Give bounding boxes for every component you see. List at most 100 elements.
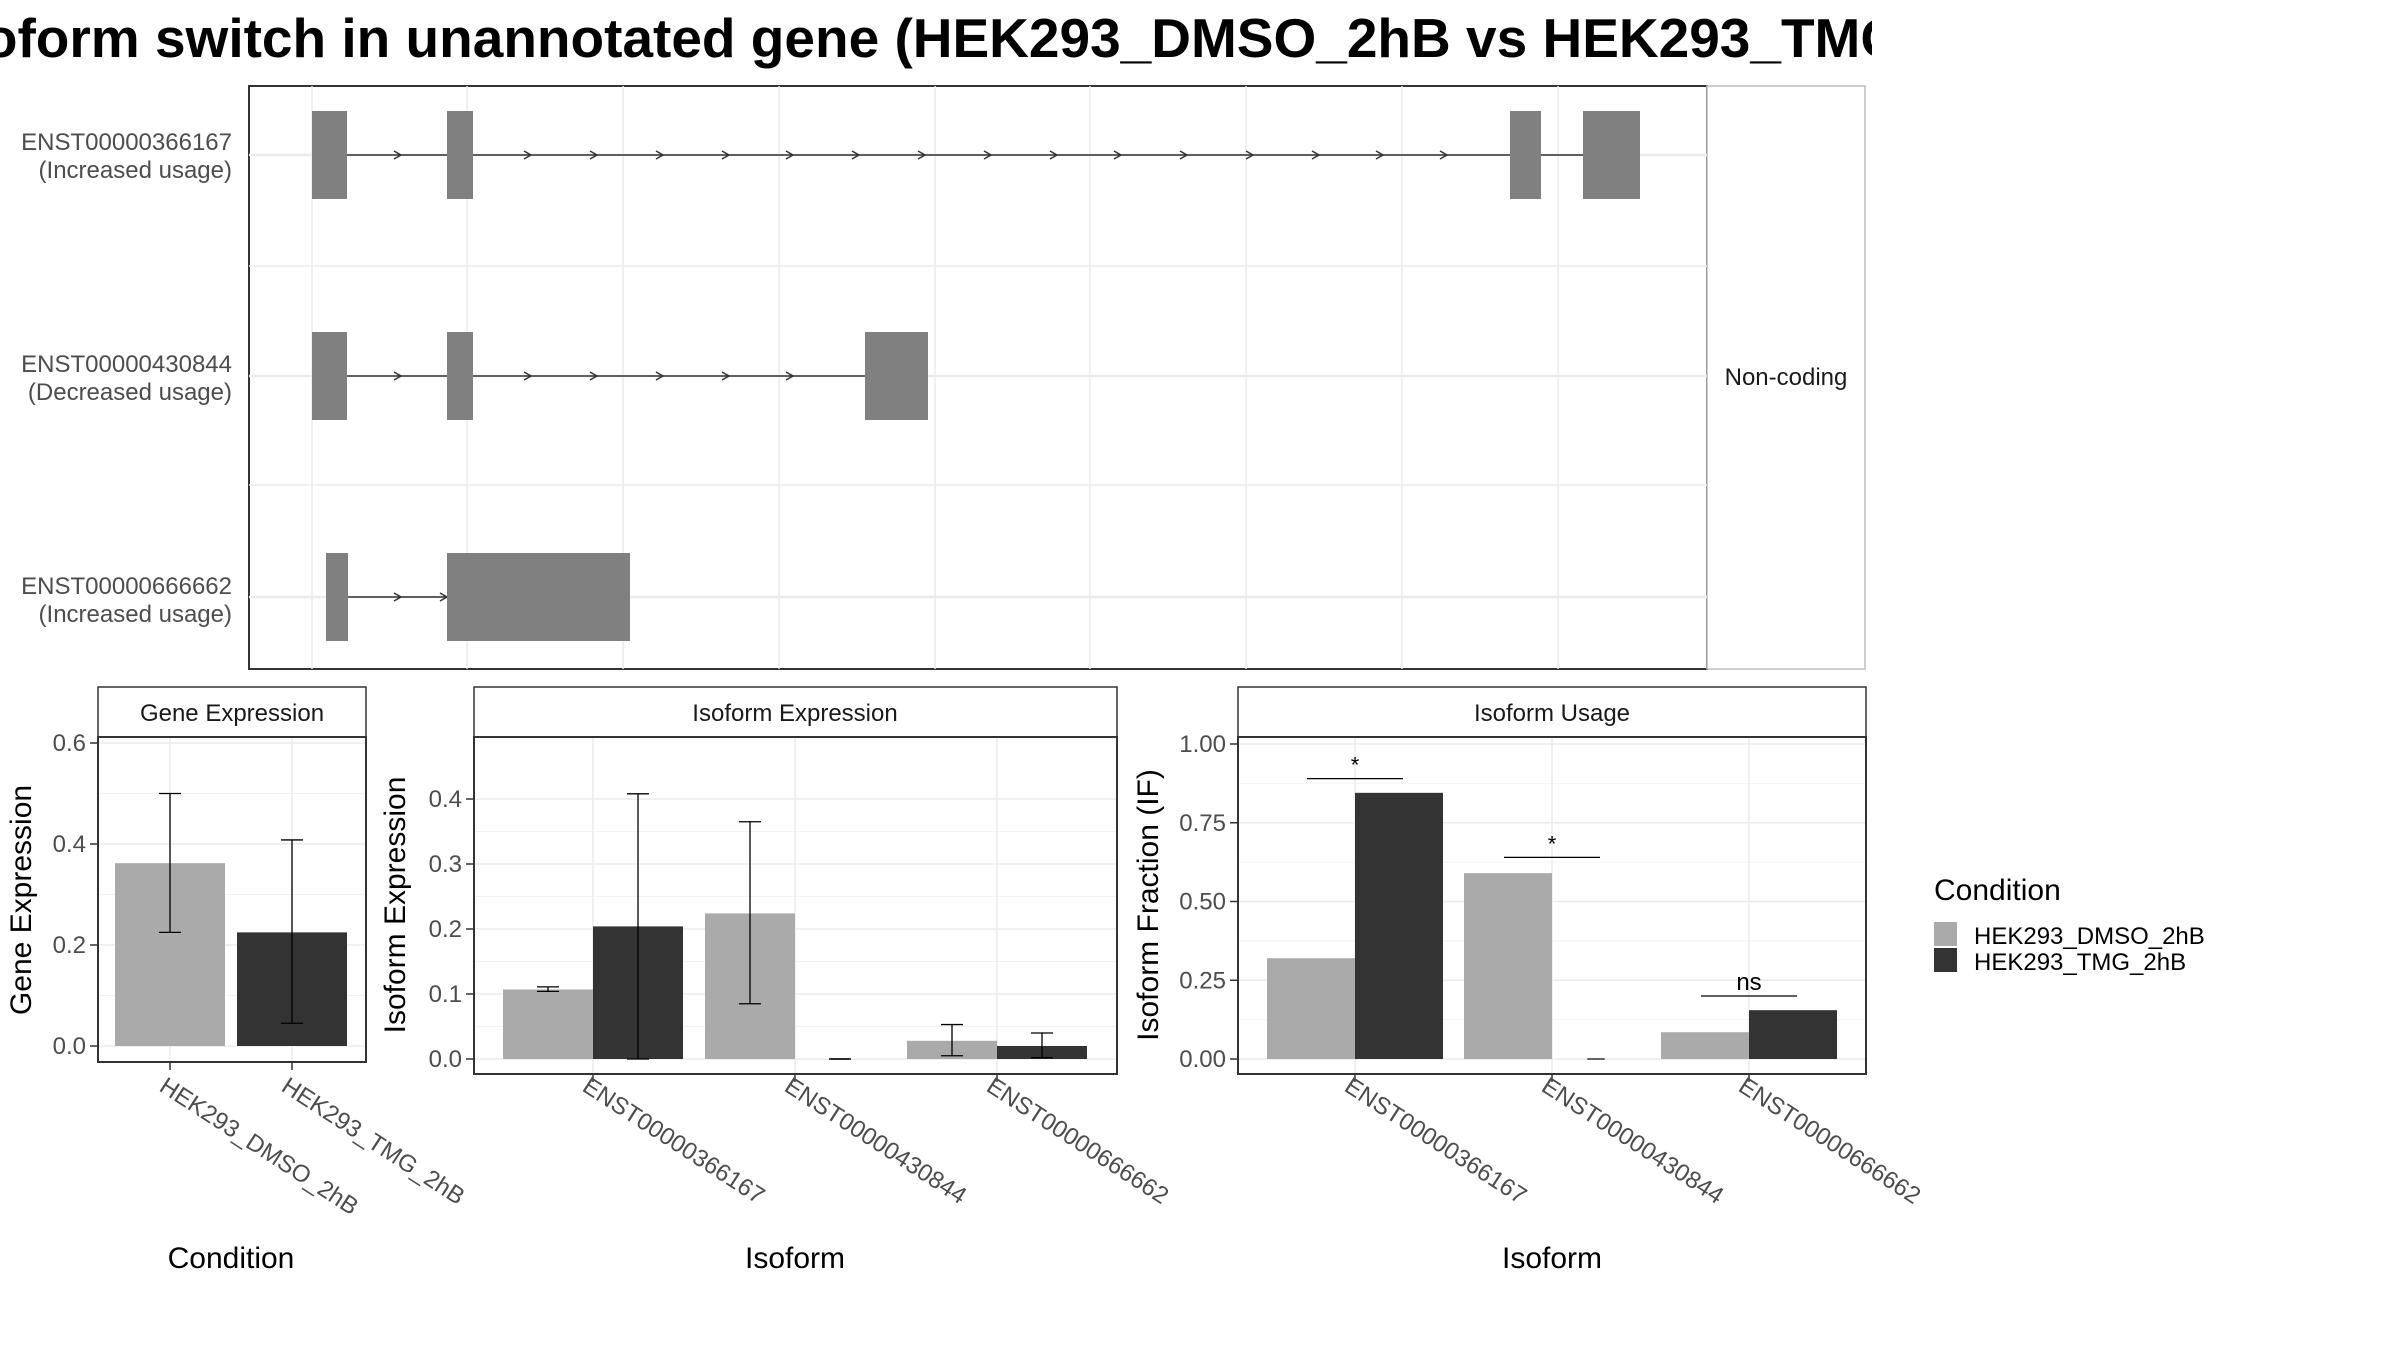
- intron-arrow: [1375, 150, 1385, 160]
- gene-expression-y-ticks: 0.0 0.2 0.4 0.6: [53, 730, 98, 1060]
- exon-1: [1583, 111, 1640, 199]
- intron-arrow: [523, 371, 533, 381]
- p2-x-tick-label: ENST00000430844: [780, 1072, 972, 1209]
- p2-y-tick-label: 0.1: [429, 981, 462, 1008]
- legend-label-dmso: HEK293_DMSO_2hB: [1974, 923, 2205, 950]
- transcript-label-2: ENST00000430844: [21, 351, 232, 378]
- exon-2: [865, 332, 928, 420]
- title-container: Isoform switch in unannotated gene (HEK2…: [0, 0, 1872, 90]
- isoform-expression-x-ticks: ENST00000366167 ENST00000430844 ENST000006…: [578, 1072, 1174, 1209]
- intron-arrow: [393, 150, 403, 160]
- exon-1: [312, 111, 347, 199]
- transcript-label-2-usage: (Decreased usage): [28, 379, 232, 406]
- isoform-usage-strip: [1237, 686, 1867, 738]
- intron-arrow: [393, 371, 403, 381]
- p1-y-tick-label: 0.4: [53, 831, 86, 858]
- p2-x-tick-label: ENST00000666662: [982, 1072, 1174, 1209]
- legend-swatch-tmg: [1934, 948, 1957, 972]
- isoform-usage-panel: Isoform Usage **ns 0.000.250.500.751.00 …: [1132, 686, 1926, 1275]
- exon-2: [447, 332, 473, 420]
- exon-1: [447, 111, 473, 199]
- gene-structure-panel: Non-coding ENST00000366167 (Increased us…: [21, 85, 1866, 670]
- intron-arrow: [655, 371, 665, 381]
- structure-facet-strip: [1706, 85, 1866, 670]
- p3-y-tick-label: 0.25: [1179, 967, 1226, 994]
- p3-y-tick-label: 0.75: [1179, 810, 1226, 837]
- exon-3: [447, 553, 630, 641]
- structure-facet-label: Non-coding: [1725, 364, 1848, 391]
- intron-arrow: [721, 150, 731, 160]
- exon-1: [1510, 111, 1541, 199]
- p2-y-tick-label: 0.2: [429, 916, 462, 943]
- isoform-expression-x-label: Isoform: [745, 1242, 845, 1275]
- transcript-label-1: ENST00000366167: [21, 129, 232, 156]
- intron-arrow: [1311, 150, 1321, 160]
- transcript-usage-1: (Increased usage): [39, 157, 232, 184]
- isoform-expression-y-ticks: 0.0 0.1 0.2 0.3 0.4: [429, 786, 474, 1073]
- intron-arrow: [983, 150, 993, 160]
- intron-arrow: [1049, 150, 1059, 160]
- isoform-expression-marks: [503, 793, 1087, 1060]
- gene-expression-y-label: Gene Expression: [5, 785, 38, 1015]
- p2-y-tick-label: 0.3: [429, 851, 462, 878]
- intron-arrow: [1179, 150, 1189, 160]
- gene-expression-strip: [97, 686, 367, 738]
- gene-expression-strip-label: Gene Expression: [140, 700, 324, 727]
- p3-bar: [1661, 1032, 1749, 1059]
- exon-3: [326, 553, 348, 641]
- intron-arrow: [721, 371, 731, 381]
- isoform-usage-y-ticks: 0.00 0.25 0.50 0.75 1.00: [1179, 731, 1238, 1073]
- gene-expression-x-label: Condition: [168, 1242, 295, 1275]
- intron-arrow: [917, 150, 927, 160]
- legend-label-tmg: HEK293_TMG_2hB: [1974, 949, 2186, 976]
- p2-bar: [503, 989, 593, 1059]
- p3-y-tick-label: 0.50: [1179, 889, 1226, 916]
- p1-y-tick-label: 0.6: [53, 730, 86, 757]
- p1-y-tick-label: 0.0: [53, 1033, 86, 1060]
- p1-y-tick-label: 0.2: [53, 932, 86, 959]
- isoform-expression-strip-label: Isoform Expression: [692, 700, 897, 727]
- legend: Condition HEK293_DMSO_2hB HEK293_TMG_2hB: [1934, 874, 2205, 976]
- p1-x-tick-label: HEK293_DMSO_2hB: [155, 1072, 363, 1220]
- isoform-expression-panel: Isoform Expression 0.0 0.1 0.2 0.3 0.4 ENST0…: [379, 686, 1174, 1275]
- intron-arrow: [589, 150, 599, 160]
- isoform-expression-y-label: Isoform Expression: [379, 777, 412, 1034]
- intron-arrow: [523, 150, 533, 160]
- transcript-label-3: ENST00000666662: [21, 573, 232, 600]
- p3-x-tick-label: ENST00000666662: [1734, 1072, 1926, 1209]
- intron-arrow: [1113, 150, 1123, 160]
- isoform-usage-x-label: Isoform: [1502, 1242, 1602, 1275]
- p2-y-tick-label: 0.0: [429, 1046, 462, 1073]
- p3-significance-label: *: [1351, 753, 1360, 778]
- intron-arrow: [393, 592, 403, 602]
- intron-arrow: [1245, 150, 1255, 160]
- intron-arrow: [785, 371, 795, 381]
- p3-bar: [1464, 873, 1552, 1059]
- p2-y-tick-label: 0.4: [429, 786, 462, 813]
- p3-significance-label: ns: [1736, 969, 1761, 996]
- p2-x-tick-label: ENST00000366167: [578, 1072, 770, 1209]
- p3-bar: [1355, 792, 1443, 1059]
- intron-arrow: [589, 371, 599, 381]
- gene-expression-border: [97, 736, 367, 1063]
- intron-arrow: [785, 150, 795, 160]
- isoform-usage-x-ticks: ENST00000366167 ENST00000430844 ENST000006…: [1340, 1072, 1926, 1209]
- p3-y-tick-label: 1.00: [1179, 731, 1226, 758]
- gene-expression-marks: [115, 792, 347, 1046]
- intron-arrow: [851, 150, 861, 160]
- legend-swatch-dmso: [1934, 922, 1957, 946]
- legend-title: Condition: [1934, 874, 2061, 907]
- p3-bar: [1267, 958, 1355, 1059]
- chart-title: Isoform switch in unannotated gene (HEK2…: [0, 7, 1872, 69]
- transcript-usage-3: (Increased usage): [39, 601, 232, 628]
- p3-y-tick-label: 0.00: [1179, 1046, 1226, 1073]
- structure-marks: [312, 111, 1640, 641]
- intron-arrow: [1439, 150, 1449, 160]
- p3-x-tick-label: ENST00000430844: [1537, 1072, 1729, 1209]
- p3-x-tick-label: ENST00000366167: [1340, 1072, 1532, 1209]
- isoform-usage-strip-label: Isoform Usage: [1474, 700, 1630, 727]
- exon-2: [312, 332, 347, 420]
- p3-significance-label: *: [1548, 831, 1557, 856]
